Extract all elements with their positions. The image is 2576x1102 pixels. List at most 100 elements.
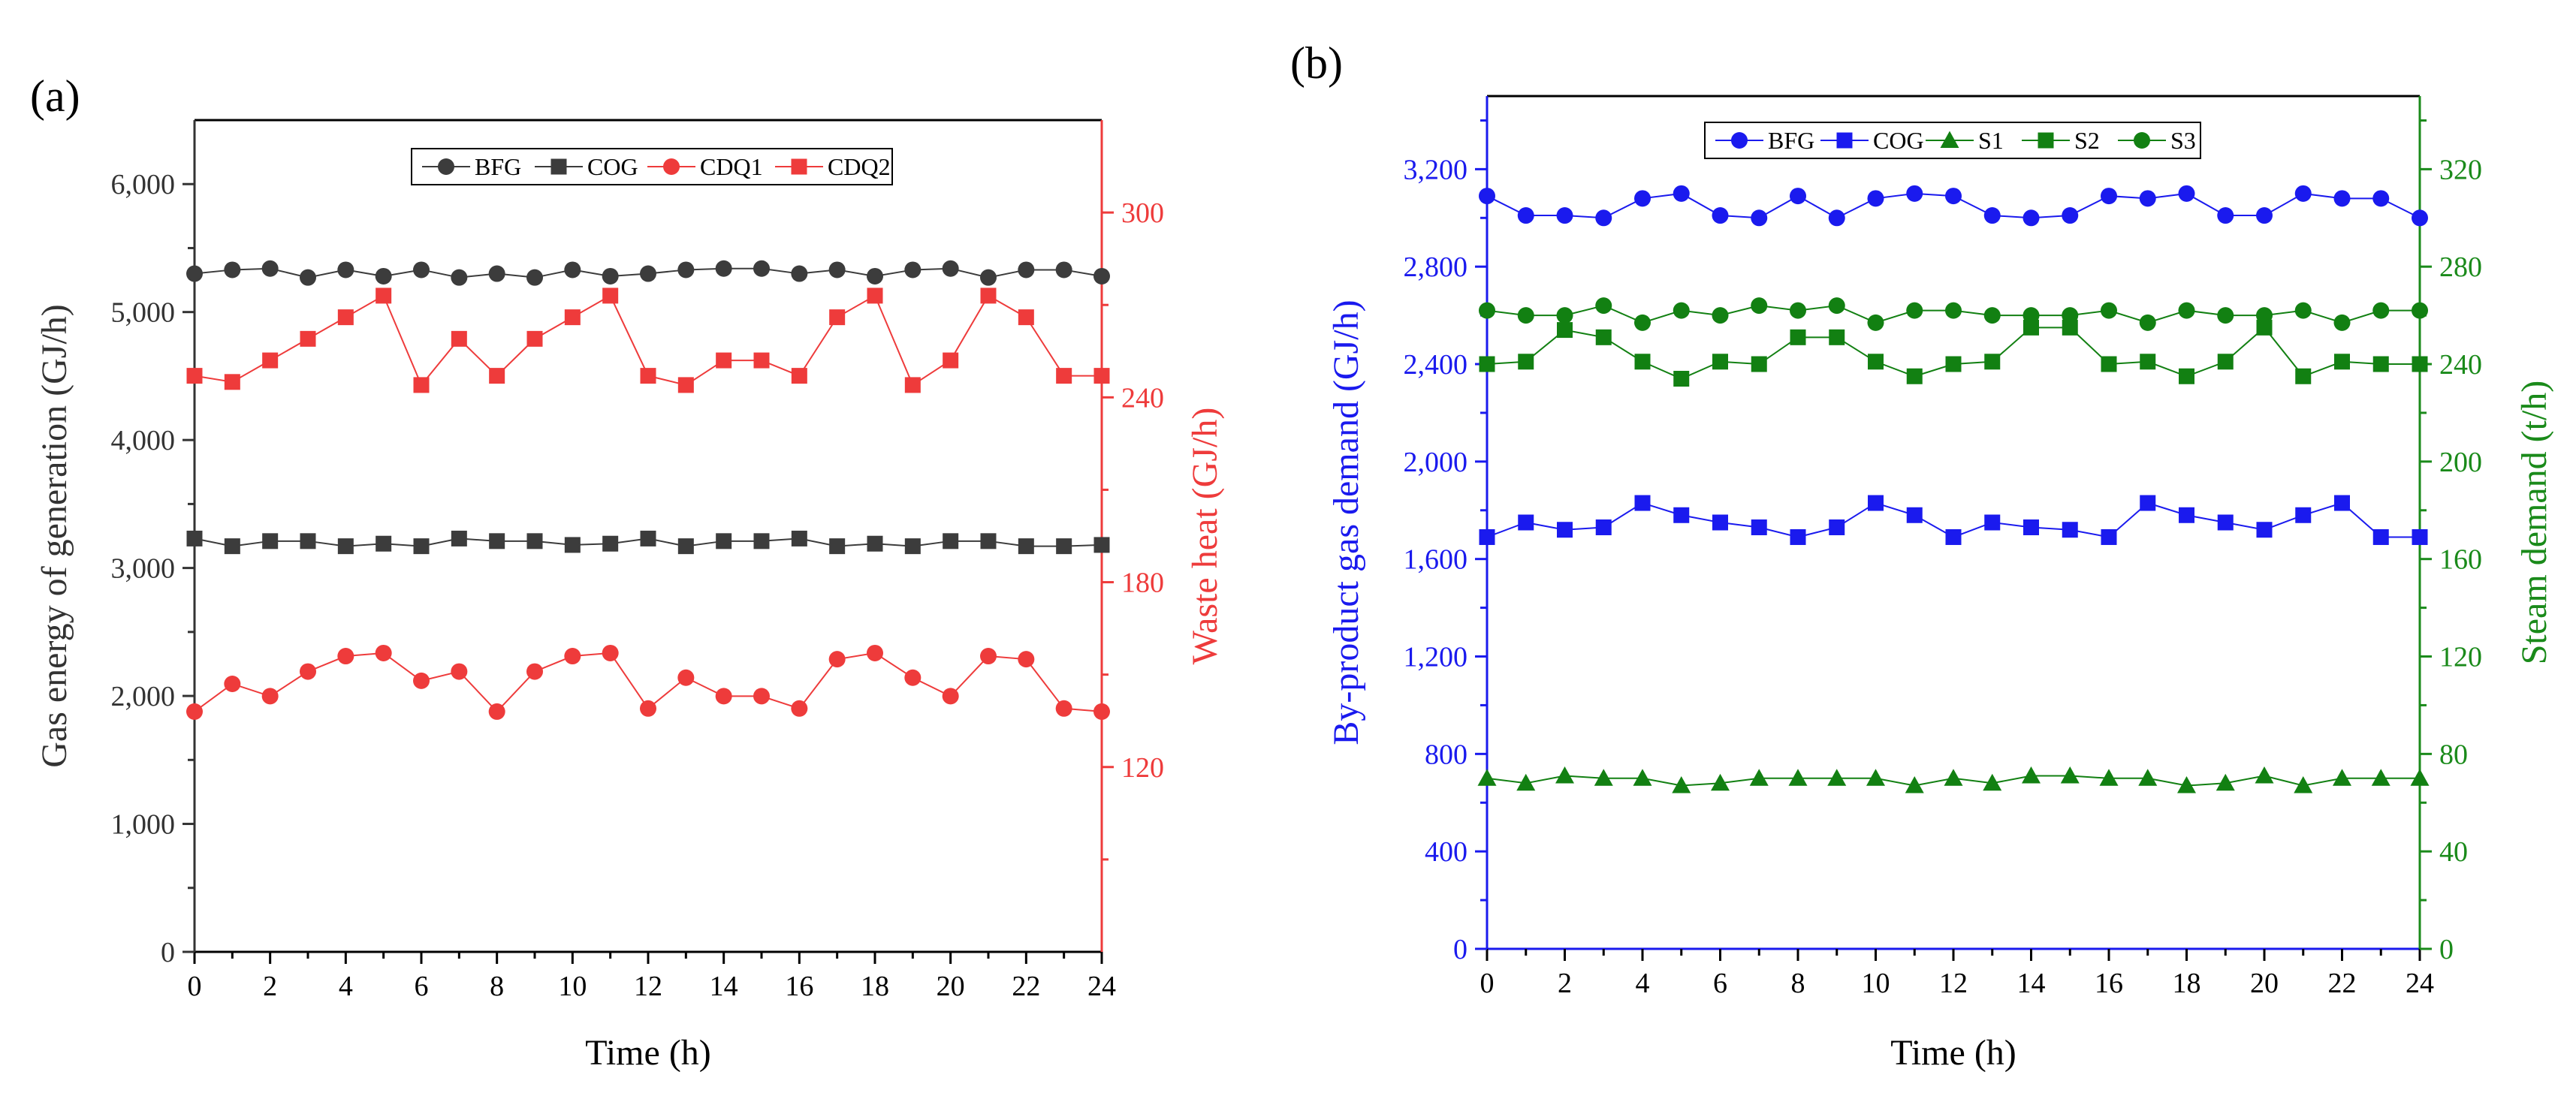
data-point-bfg (1828, 209, 1845, 227)
data-point-cdq2 (716, 352, 732, 369)
data-point-cdq2 (413, 377, 430, 393)
data-point-bfg (1517, 207, 1534, 224)
data-point-s2 (1829, 329, 1845, 345)
data-point-bfg (375, 267, 392, 285)
data-point-cdq2 (489, 368, 505, 384)
data-point-s2 (2256, 319, 2273, 336)
x-tick-label: 24 (2406, 968, 2434, 999)
data-point-bfg (677, 261, 695, 279)
legend-label: BFG (1768, 127, 1814, 154)
right-y-tick-label: 120 (2439, 642, 2482, 673)
data-point-bfg (2256, 207, 2273, 224)
data-point-bfg (1712, 207, 1729, 224)
data-point-bfg (904, 261, 922, 279)
x-tick-label: 10 (558, 971, 587, 1002)
left-y-tick-label: 0 (1453, 934, 1467, 965)
data-point-cdq1 (677, 669, 695, 686)
data-point-cog (1595, 519, 1612, 535)
data-point-bfg (640, 265, 656, 282)
data-point-s1 (2333, 769, 2351, 786)
x-tick-label: 4 (339, 971, 353, 1002)
data-point-cdq2 (376, 288, 392, 304)
data-point-s3 (1867, 314, 1884, 331)
data-point-s3 (2333, 314, 2351, 331)
left-y-tick-label: 3,000 (111, 553, 176, 585)
x-tick-label: 20 (2250, 968, 2279, 999)
data-point-s1 (2371, 769, 2390, 786)
left-y-tick-label: 5,000 (111, 297, 176, 329)
data-point-s1 (2022, 766, 2041, 784)
left-y-tick-label: 2,800 (1404, 251, 1468, 283)
legend-marker (1940, 131, 1959, 148)
data-point-bfg (2139, 190, 2156, 207)
data-point-s2 (2140, 354, 2156, 370)
data-point-cog (829, 538, 846, 555)
data-point-bfg (828, 261, 846, 279)
data-point-cdq1 (942, 688, 959, 705)
data-point-s1 (2177, 776, 2196, 793)
data-point-cdq2 (526, 330, 543, 347)
data-point-cog (564, 537, 581, 553)
data-point-cdq2 (640, 368, 656, 384)
legend-label: CDQ1 (700, 153, 763, 180)
data-point-s3 (2139, 314, 2156, 331)
data-point-bfg (1634, 190, 1651, 207)
data-point-s1 (1905, 776, 1924, 793)
data-point-s3 (1751, 297, 1768, 315)
data-point-s1 (1477, 769, 1497, 786)
data-point-s3 (2101, 302, 2117, 319)
legend-marker (550, 158, 567, 175)
legend-marker (663, 158, 680, 175)
data-point-s2 (1868, 354, 1884, 370)
data-point-cdq2 (337, 309, 354, 326)
data-point-s1 (1827, 769, 1847, 786)
data-point-bfg (2333, 190, 2351, 207)
data-point-s1 (1672, 776, 1691, 793)
data-point-cdq2 (980, 288, 997, 304)
data-point-cog (300, 533, 316, 549)
data-point-cog (791, 530, 807, 546)
data-point-bfg (715, 260, 732, 277)
data-point-cog (1018, 538, 1034, 555)
left-y-tick-label: 2,400 (1404, 349, 1468, 381)
data-point-bfg (1906, 185, 1923, 202)
data-point-cdq2 (451, 330, 467, 347)
legend-label: BFG (475, 153, 521, 180)
left-y-tick-label: 2,000 (1404, 447, 1468, 478)
data-point-bfg (1018, 261, 1035, 279)
data-point-cog (1479, 528, 1495, 545)
left-y-tick-label: 1,000 (111, 809, 176, 841)
data-point-cdq1 (375, 644, 392, 661)
data-point-cog (602, 535, 619, 552)
data-point-cog (337, 538, 354, 555)
data-point-s2 (2023, 319, 2039, 336)
data-point-cog (376, 535, 392, 552)
legend-label: CDQ2 (828, 153, 891, 180)
data-point-bfg (2372, 190, 2390, 207)
data-point-cog (2023, 519, 2039, 535)
data-point-cog (1751, 519, 1767, 535)
left-y-tick-label: 400 (1425, 836, 1467, 868)
data-point-bfg (451, 269, 468, 286)
x-tick-label: 24 (1087, 971, 1116, 1002)
data-point-cog (904, 538, 921, 555)
data-point-s1 (2255, 766, 2274, 784)
series-cdq1 (186, 644, 1110, 720)
data-point-s2 (1634, 354, 1651, 370)
data-point-cog (2140, 495, 2156, 511)
data-point-cdq1 (261, 688, 279, 705)
data-point-bfg (337, 261, 354, 279)
data-point-cdq2 (1056, 368, 1072, 384)
data-point-cdq2 (564, 309, 581, 326)
x-axis-title: Time (h) (1890, 1033, 2016, 1073)
data-point-cdq2 (1018, 309, 1034, 326)
data-point-bfg (564, 261, 581, 279)
data-point-cdq2 (677, 377, 694, 393)
series-bfg (186, 260, 1110, 286)
data-point-s2 (1595, 329, 1612, 345)
x-tick-label: 8 (1791, 968, 1805, 999)
data-point-cog (943, 533, 959, 549)
left-y-tick-label: 0 (161, 937, 175, 968)
data-point-s1 (1749, 769, 1769, 786)
right-y-tick-label: 40 (2439, 836, 2468, 868)
